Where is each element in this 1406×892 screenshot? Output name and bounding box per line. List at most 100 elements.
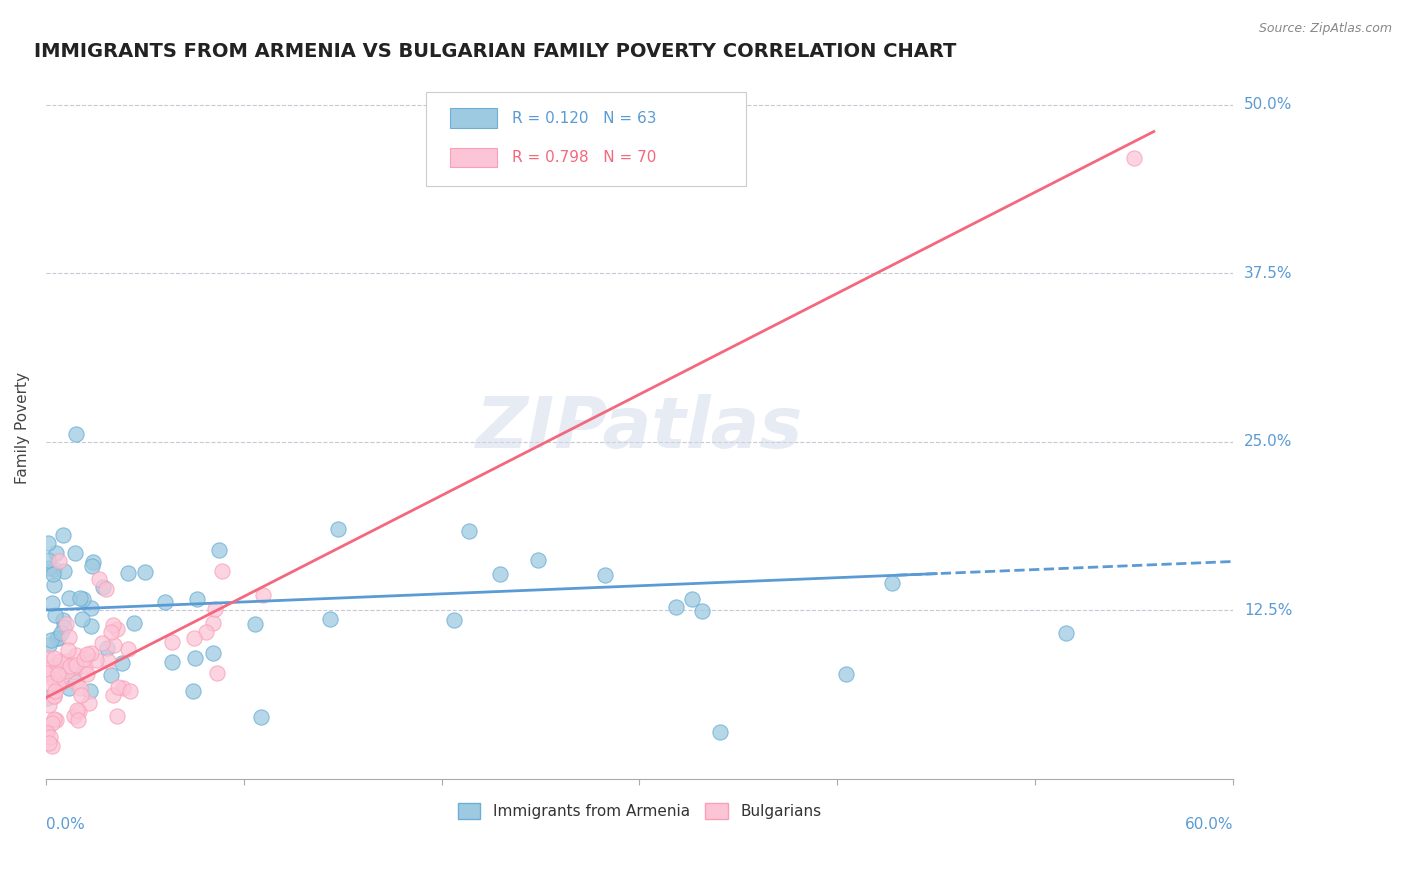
Point [105, 622, 128, 636]
Point [44, 561, 66, 575]
Point [201, 616, 224, 631]
Point [82, 555, 104, 569]
Point [111, 657, 134, 671]
Point [86, 653, 108, 667]
Point [55, 653, 77, 667]
Point [243, 617, 266, 632]
Point [96, 640, 118, 655]
Point [62, 661, 84, 675]
Point [65, 675, 87, 690]
Point [37, 726, 59, 740]
Point [39, 632, 62, 647]
Point [67, 704, 90, 718]
Point [134, 565, 156, 579]
Point [882, 576, 904, 591]
Point [80, 619, 103, 633]
Point [443, 613, 465, 627]
Point [160, 634, 183, 648]
Point [100, 668, 122, 682]
Point [186, 592, 208, 607]
Point [58, 642, 80, 657]
Point [39, 660, 62, 674]
Point [48, 678, 70, 692]
Point [56, 664, 79, 678]
Point [49, 625, 72, 640]
Point [63, 665, 86, 679]
Point [42, 689, 65, 703]
Point [52, 613, 75, 627]
Point [91, 636, 114, 650]
Point [76, 647, 98, 661]
Point [319, 612, 342, 626]
Point [527, 553, 550, 567]
Point [63, 546, 86, 560]
Text: 50.0%: 50.0% [1244, 97, 1292, 112]
Point [103, 618, 125, 632]
Point [80, 600, 103, 615]
Point [100, 625, 122, 640]
Point [37, 650, 59, 665]
Point [66, 703, 89, 717]
Point [73, 659, 96, 673]
Point [124, 615, 146, 630]
Point [76, 666, 98, 681]
Point [41, 596, 63, 610]
Point [45, 714, 67, 728]
Point [65, 658, 87, 673]
Point [38, 735, 60, 749]
Point [94, 582, 117, 596]
Point [118, 684, 141, 698]
Text: 25.0%: 25.0% [1244, 434, 1292, 449]
Text: IMMIGRANTS FROM ARMENIA VS BULGARIAN FAMILY POVERTY CORRELATION CHART: IMMIGRANTS FROM ARMENIA VS BULGARIAN FAM… [34, 42, 956, 61]
Text: ZIPatlas: ZIPatlas [475, 393, 803, 463]
Point [593, 568, 616, 582]
Point [1123, 152, 1146, 166]
Point [44, 608, 66, 623]
Point [82, 559, 104, 574]
Point [46, 631, 69, 645]
Point [63, 709, 86, 723]
Point [35, 691, 58, 706]
Point [58, 630, 80, 644]
Point [37, 553, 59, 567]
Point [488, 566, 510, 581]
Point [252, 588, 274, 602]
Text: Source: ZipAtlas.com: Source: ZipAtlas.com [1258, 22, 1392, 36]
Point [65, 426, 87, 441]
Point [105, 708, 128, 723]
Point [107, 680, 129, 694]
Point [66, 713, 89, 727]
Point [160, 656, 183, 670]
Point [59, 659, 82, 673]
Point [72, 592, 94, 607]
Point [80, 646, 103, 660]
Point [117, 641, 139, 656]
FancyBboxPatch shape [450, 109, 498, 128]
Point [46, 632, 69, 646]
Point [194, 625, 217, 640]
Point [117, 566, 139, 581]
Point [326, 522, 349, 536]
Point [79, 684, 101, 698]
Point [665, 599, 688, 614]
Point [69, 591, 91, 606]
Point [38, 698, 60, 712]
Point [58, 681, 80, 696]
Point [681, 592, 703, 607]
Text: R = 0.798   N = 70: R = 0.798 N = 70 [512, 150, 657, 165]
Point [201, 646, 224, 660]
Point [41, 739, 63, 753]
Point [69, 681, 91, 695]
Point [208, 543, 231, 558]
Text: R = 0.120   N = 63: R = 0.120 N = 63 [512, 111, 657, 126]
Point [211, 564, 233, 578]
Point [44, 651, 66, 665]
Point [35, 666, 58, 681]
Point [73, 652, 96, 666]
Y-axis label: Family Poverty: Family Poverty [15, 372, 30, 484]
Point [103, 638, 125, 652]
Point [69, 688, 91, 702]
Point [38, 675, 60, 690]
Point [48, 674, 70, 689]
Point [709, 725, 731, 739]
